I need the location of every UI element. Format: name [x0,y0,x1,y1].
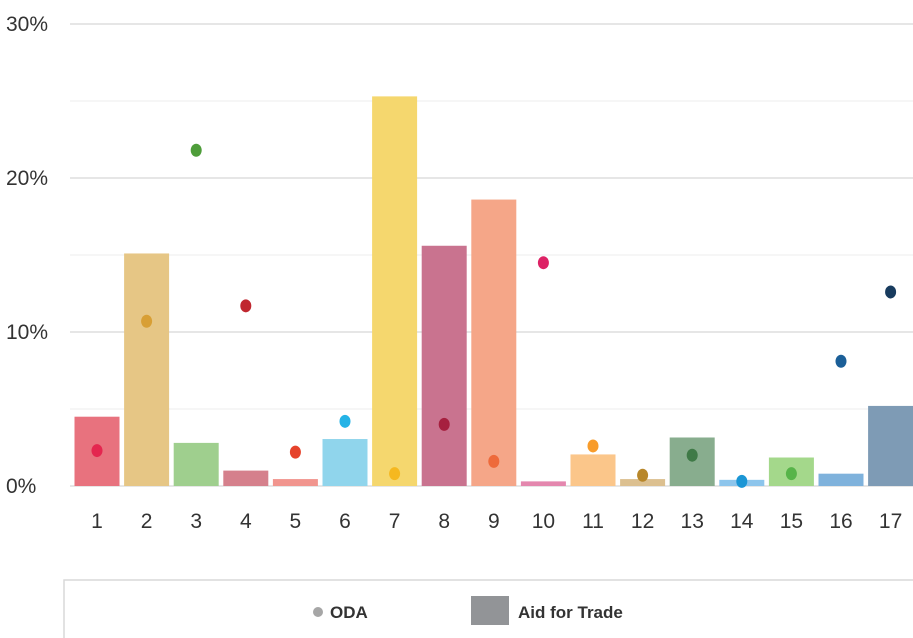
x-tick-label: 13 [681,510,704,533]
y-axis-ticks: 0% 10% 20% 30% [6,13,48,498]
legend-oda-dot [313,607,323,617]
dot-oda [438,417,450,431]
bar-aid-for-trade [124,253,170,486]
x-tick-label: 7 [389,510,401,533]
dot-oda [488,454,500,468]
x-tick-label: 6 [339,510,351,533]
x-tick-label: 9 [488,510,500,533]
bar-aid-for-trade [669,437,715,486]
dot-oda [91,444,103,458]
bar-aid-for-trade [471,199,517,486]
bar-aid-for-trade [223,470,269,486]
x-tick-label: 15 [780,510,803,533]
x-tick-label: 4 [240,510,252,533]
y-tick-label: 30% [6,13,48,36]
bar-aid-for-trade [372,96,418,486]
x-tick-label: 17 [879,510,902,533]
x-tick-label: 8 [438,510,450,533]
dot-oda [141,314,153,328]
x-tick-label: 16 [829,510,852,533]
dot-oda [339,414,351,428]
legend: ODA Aid for Trade [63,579,913,638]
legend-aft-label: Aid for Trade [518,603,623,622]
x-tick-label: 3 [190,510,202,533]
x-tick-label: 5 [290,510,302,533]
x-tick-label: 2 [141,510,153,533]
bar-aid-for-trade [272,479,318,486]
dot-oda [885,285,897,299]
bar-aid-for-trade [818,473,864,486]
dot-oda [289,445,301,459]
bar-aid-for-trade [520,481,566,486]
x-tick-label: 14 [730,510,754,533]
dot-oda [190,143,202,157]
x-tick-label: 12 [631,510,654,533]
dot-oda [785,467,797,481]
bar-aid-for-trade [868,405,913,486]
dot-oda [389,467,401,481]
dot-oda [537,256,549,270]
x-axis-ticks: 1 2 3 4 5 6 7 8 9 10 11 12 13 14 15 16 17 [91,510,902,533]
y-tick-label: 20% [6,167,48,190]
bar-aid-for-trade [620,479,666,486]
dot-oda [637,468,649,482]
bar-aid-for-trade [421,245,467,486]
dot-oda [835,354,847,368]
legend-oda-label: ODA [330,603,368,622]
dot-oda [686,448,698,462]
bar-aid-for-trade [570,454,616,486]
y-tick-label: 0% [6,475,36,498]
x-tick-label: 11 [582,510,604,533]
x-tick-label: 10 [532,510,555,533]
dot-series [91,143,897,488]
bar-series [74,96,913,486]
y-tick-label: 10% [6,321,48,344]
dot-oda [240,299,252,313]
legend-aft-swatch [471,596,509,625]
x-tick-label: 1 [91,510,103,533]
dot-oda [736,474,748,488]
bar-aid-for-trade [322,439,368,486]
bar-aid-for-trade [173,442,219,486]
dot-oda [587,439,599,453]
